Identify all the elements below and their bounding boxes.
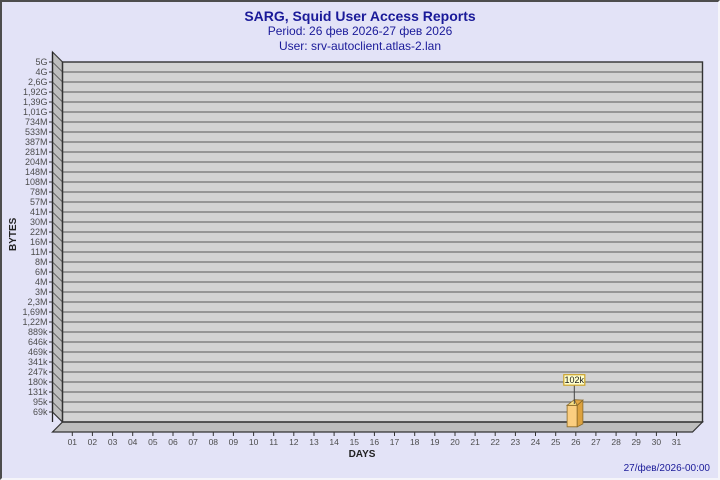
svg-text:5G: 5G [35, 57, 47, 67]
svg-text:6M: 6M [35, 267, 48, 277]
svg-text:734M: 734M [25, 117, 48, 127]
svg-text:102k: 102k [565, 375, 585, 385]
svg-text:26: 26 [571, 437, 581, 447]
svg-text:09: 09 [229, 437, 239, 447]
svg-text:148M: 148M [25, 167, 48, 177]
svg-text:23: 23 [511, 437, 521, 447]
svg-text:31: 31 [672, 437, 682, 447]
svg-text:533M: 533M [25, 127, 48, 137]
svg-text:3M: 3M [35, 287, 48, 297]
svg-text:25: 25 [551, 437, 561, 447]
svg-text:06: 06 [168, 437, 178, 447]
svg-text:21: 21 [470, 437, 480, 447]
svg-text:2,3M: 2,3M [27, 297, 47, 307]
svg-text:57M: 57M [30, 197, 48, 207]
svg-text:8M: 8M [35, 257, 48, 267]
svg-text:27: 27 [591, 437, 601, 447]
svg-text:10: 10 [249, 437, 259, 447]
svg-text:180k: 180k [28, 377, 48, 387]
svg-text:30M: 30M [30, 217, 48, 227]
svg-text:1,22M: 1,22M [22, 317, 47, 327]
svg-text:247k: 247k [28, 367, 48, 377]
svg-text:1,92G: 1,92G [23, 87, 48, 97]
svg-text:4M: 4M [35, 277, 48, 287]
svg-text:14: 14 [329, 437, 339, 447]
svg-text:131k: 131k [28, 387, 48, 397]
svg-text:281M: 281M [25, 147, 48, 157]
svg-text:11M: 11M [31, 247, 48, 257]
svg-text:95k: 95k [33, 397, 48, 407]
svg-text:69k: 69k [33, 407, 48, 417]
svg-text:1,39G: 1,39G [23, 97, 48, 107]
svg-text:30: 30 [652, 437, 662, 447]
svg-text:03: 03 [108, 437, 118, 447]
svg-text:17: 17 [390, 437, 400, 447]
svg-text:11: 11 [269, 437, 278, 447]
svg-text:78M: 78M [30, 187, 48, 197]
svg-text:4G: 4G [35, 67, 47, 77]
svg-text:02: 02 [88, 437, 98, 447]
svg-text:204M: 204M [25, 157, 48, 167]
svg-text:08: 08 [209, 437, 219, 447]
svg-text:387M: 387M [25, 137, 48, 147]
svg-text:22M: 22M [30, 227, 48, 237]
svg-text:04: 04 [128, 437, 138, 447]
svg-text:07: 07 [188, 437, 198, 447]
svg-text:2,6G: 2,6G [28, 77, 48, 87]
svg-text:469k: 469k [28, 347, 48, 357]
svg-text:16: 16 [370, 437, 380, 447]
svg-text:28: 28 [611, 437, 621, 447]
svg-text:16M: 16M [30, 237, 48, 247]
svg-text:108M: 108M [25, 177, 48, 187]
svg-text:05: 05 [148, 437, 158, 447]
svg-text:12: 12 [289, 437, 299, 447]
svg-text:15: 15 [350, 437, 360, 447]
svg-text:01: 01 [68, 437, 78, 447]
svg-text:41M: 41M [30, 207, 48, 217]
svg-text:22: 22 [490, 437, 500, 447]
svg-text:1,01G: 1,01G [23, 107, 48, 117]
svg-text:341k: 341k [28, 357, 48, 367]
svg-text:18: 18 [410, 437, 420, 447]
svg-text:19: 19 [430, 437, 440, 447]
svg-text:646k: 646k [28, 337, 48, 347]
svg-text:1,69M: 1,69M [22, 307, 47, 317]
svg-text:24: 24 [531, 437, 541, 447]
svg-text:13: 13 [309, 437, 319, 447]
svg-text:29: 29 [631, 437, 641, 447]
svg-text:889k: 889k [28, 327, 48, 337]
svg-text:20: 20 [450, 437, 460, 447]
